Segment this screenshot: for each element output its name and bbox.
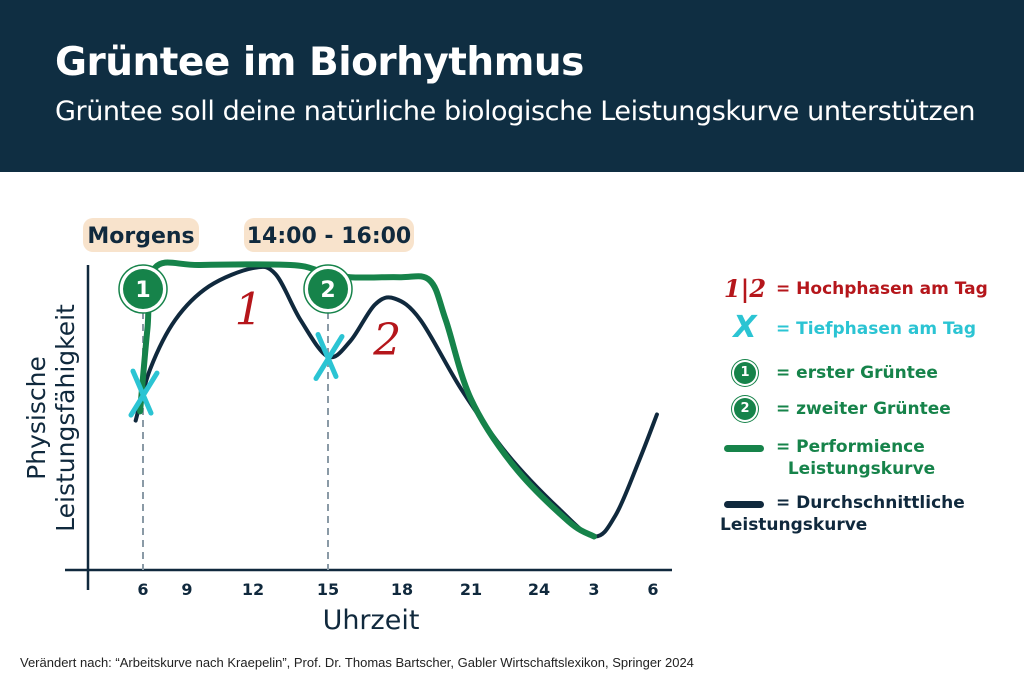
- low-phase-x-icon: [128, 368, 160, 418]
- low-phase-x-icon: X: [733, 310, 757, 345]
- y-axis-label-line2: Leistungsfähigkeit: [51, 304, 80, 532]
- legend-label: = Durchschnittliche Leistungskurve: [720, 493, 965, 535]
- x-tick-label: 3: [588, 580, 599, 599]
- green-tea-1-icon: 1: [720, 361, 770, 384]
- x-tick-label: 12: [242, 580, 264, 599]
- header-banner: Grüntee im Biorhythmus Grüntee soll dein…: [0, 0, 1024, 172]
- x-tick-label: 18: [391, 580, 413, 599]
- x-axis-label: Uhrzeit: [323, 605, 420, 636]
- performance-curve: [137, 259, 597, 540]
- legend-label: = Tiefphasen am Tag: [776, 319, 977, 339]
- green-tea-marker-label: 1: [135, 278, 150, 303]
- x-tick-label: 6: [647, 580, 658, 599]
- low-phase-x-icon: [313, 332, 345, 381]
- legend-label: = zweiter Grüntee: [776, 399, 951, 419]
- x-tick-label: 24: [528, 580, 550, 599]
- high-phase-label: 2: [372, 315, 401, 366]
- legend-label: = Performience Leistungskurve: [776, 437, 936, 479]
- green-tea-marker: [123, 269, 163, 309]
- high-phase-label: 1: [235, 285, 263, 336]
- green-tea-marker: [308, 269, 348, 309]
- x-tick-label: 6: [137, 580, 148, 599]
- green-line-icon: [724, 445, 764, 452]
- page-title: Grüntee im Biorhythmus: [55, 40, 584, 85]
- green-tea-marker-label: 2: [320, 278, 335, 303]
- average-curve: [133, 264, 659, 539]
- time-label-box: [244, 218, 414, 252]
- green-tea-2-icon: 2: [720, 397, 770, 420]
- x-tick-label: 21: [460, 580, 482, 599]
- navy-line-icon: [724, 501, 764, 508]
- x-tick-label: 9: [181, 580, 192, 599]
- y-axis-label-line1: Physische: [22, 356, 51, 480]
- time-label: 14:00 - 16:00: [247, 224, 412, 249]
- legend-label: = Hochphasen am Tag: [776, 279, 988, 299]
- time-label: Morgens: [87, 224, 194, 249]
- time-label-box: [83, 218, 199, 252]
- high-phase-icon: 1|2: [723, 274, 767, 303]
- page-subtitle: Grüntee soll deine natürliche biologisch…: [55, 96, 976, 127]
- x-tick-label: 15: [317, 580, 339, 599]
- legend-label: = erster Grüntee: [776, 363, 938, 383]
- source-footer: Verändert nach: “Arbeitskurve nach Kraep…: [20, 655, 694, 670]
